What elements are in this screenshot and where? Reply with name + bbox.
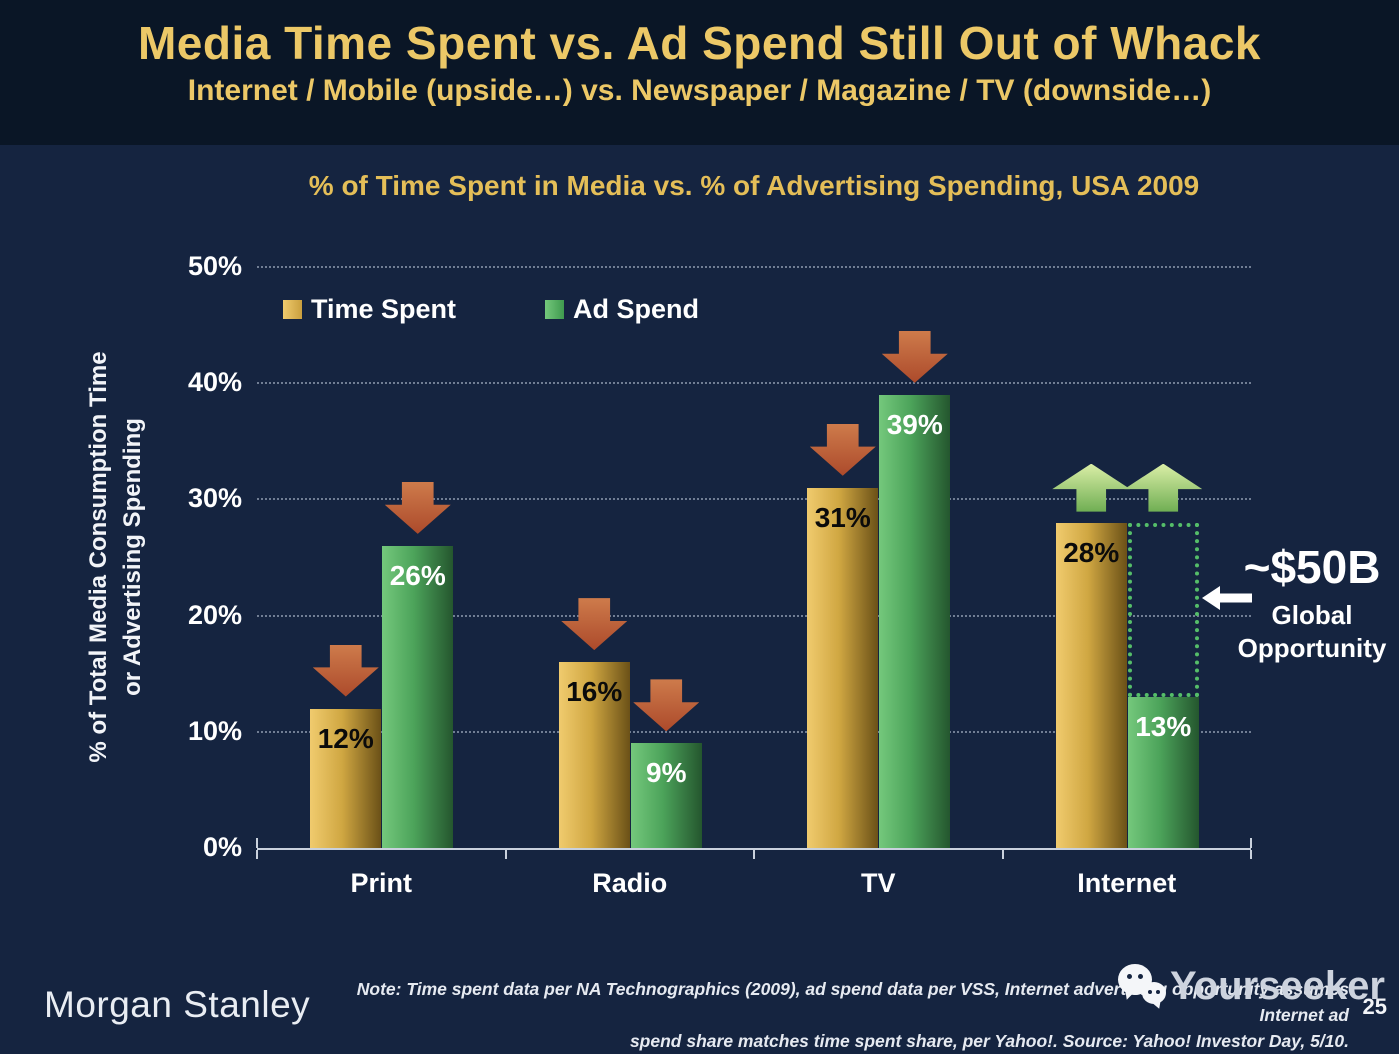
down-arrow-print-0 <box>312 644 379 697</box>
y-tick-30%: 30% <box>187 483 242 514</box>
watermark: Yourseeker <box>1116 962 1385 1011</box>
source-note-line2: spend share matches time spent share, pe… <box>629 1031 1349 1051</box>
opportunity-gap-box <box>1127 522 1199 697</box>
wechat-icon <box>1116 962 1168 1011</box>
legend-item-time-spent: Time Spent <box>283 294 456 325</box>
wechat-bubble-small <box>1142 982 1166 1004</box>
source-note: Note: Time spent data per NA Technograph… <box>289 976 1349 1054</box>
down-arrow-tv-1 <box>881 330 948 383</box>
y-tick-10%: 10% <box>187 715 242 746</box>
x-axis-end-tick <box>1250 838 1252 848</box>
ad-spend-bar-radio <box>630 743 702 848</box>
x-axis-tick <box>504 850 507 859</box>
bar-value-label-radio-1: 9% <box>646 757 687 789</box>
category-label-internet: Internet <box>1077 868 1177 898</box>
legend-label-time-spent: Time Spent <box>311 294 457 324</box>
bar-value-label-radio-0: 16% <box>566 676 623 708</box>
up-arrow-internet-1 <box>1124 463 1203 512</box>
gridline-20% <box>257 614 1251 617</box>
x-axis-tick <box>1001 850 1004 859</box>
slide-title: Media Time Spent vs. Ad Spend Still Out … <box>137 17 1262 69</box>
source-note-line1: Note: Time spent data per NA Technograph… <box>356 979 1349 1025</box>
ad-spend-bar-tv <box>879 394 951 848</box>
bar-value-label-internet-0: 28% <box>1063 536 1120 568</box>
morgan-stanley-logo: Morgan Stanley <box>44 984 311 1025</box>
x-axis-tick <box>1250 850 1252 859</box>
watermark-text: Yourseeker <box>1170 963 1385 1008</box>
down-arrow-radio-1 <box>633 679 700 732</box>
y-tick-50%: 50% <box>187 251 242 281</box>
bar-value-label-internet-1: 13% <box>1135 710 1192 742</box>
x-axis-line <box>257 848 1251 850</box>
x-axis-tick <box>753 850 755 859</box>
ad-spend-bar-print <box>382 545 454 848</box>
y-axis-title-line1: % of Total Media Consumption Time <box>85 351 112 763</box>
y-axis-title-line2: or Advertising Spending <box>119 418 146 696</box>
ad-spend-swatch-icon <box>545 300 564 319</box>
y-tick-40%: 40% <box>187 367 242 398</box>
category-label-tv: TV <box>860 868 896 898</box>
legend-label-ad-spend: Ad Spend <box>573 294 699 324</box>
annotation-line2: Opportunity <box>1237 633 1387 663</box>
down-arrow-tv-0 <box>809 423 876 476</box>
time-spent-bar-internet <box>1055 522 1127 848</box>
down-arrow-print-1 <box>384 481 451 534</box>
bar-value-label-tv-1: 39% <box>886 408 943 440</box>
y-tick-0%: 0% <box>202 832 242 862</box>
opportunity-annotation: ~$50B Global Opportunity <box>1222 540 1399 664</box>
y-tick-20%: 20% <box>187 599 242 630</box>
gridline-10% <box>257 730 1251 733</box>
gridline-40% <box>257 382 1251 385</box>
annotation-value: ~$50B <box>1243 541 1381 593</box>
up-arrow-internet-0 <box>1052 463 1131 512</box>
x-axis-end-tick <box>256 838 258 848</box>
time-spent-swatch-icon <box>283 300 302 319</box>
gridline-30% <box>257 498 1251 501</box>
slide-header: Media Time Spent vs. Ad Spend Still Out … <box>0 0 1399 145</box>
bar-value-label-tv-0: 31% <box>814 501 871 533</box>
page-number: 25 <box>1362 994 1387 1019</box>
slide-subtitle: Internet / Mobile (upside…) vs. Newspape… <box>187 74 1212 107</box>
gridline-50% <box>257 266 1251 268</box>
time-spent-bar-tv <box>807 487 879 848</box>
down-arrow-radio-0 <box>561 598 628 651</box>
bar-value-label-print-1: 26% <box>389 559 446 591</box>
category-label-radio: Radio <box>592 868 668 898</box>
ad-spend-bar-internet <box>1127 696 1199 848</box>
chart-title: % of Time Spent in Media vs. % of Advert… <box>308 170 1200 201</box>
annotation-line1: Global <box>1271 600 1353 630</box>
category-label-print: Print <box>350 868 412 898</box>
time-spent-bar-print <box>310 708 382 848</box>
x-axis-tick <box>256 850 258 859</box>
left-arrow-icon <box>1202 586 1252 610</box>
bar-value-label-print-0: 12% <box>317 722 374 754</box>
time-spent-bar-radio <box>558 662 630 848</box>
legend-item-ad-spend: Ad Spend <box>545 294 699 325</box>
